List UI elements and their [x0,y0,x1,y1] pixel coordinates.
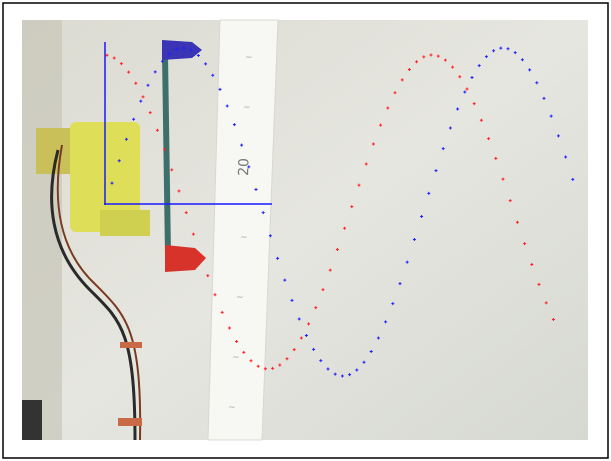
clip [118,418,142,426]
svg-text:~: ~ [236,293,244,303]
rod [165,55,168,255]
motor-base [100,210,150,236]
svg-text:~: ~ [245,53,253,63]
page: ~~~~~~ 20 (() => { const data = JSON.par… [0,0,611,461]
svg-text:~: ~ [228,403,236,413]
clip [120,342,142,348]
device [22,400,42,440]
screenshot: ~~~~~~ 20 [0,0,611,461]
photo: ~~~~~~ 20 [22,20,588,440]
svg-text:~: ~ [232,353,240,363]
svg-text:~: ~ [243,103,251,113]
svg-text:~: ~ [240,233,248,243]
